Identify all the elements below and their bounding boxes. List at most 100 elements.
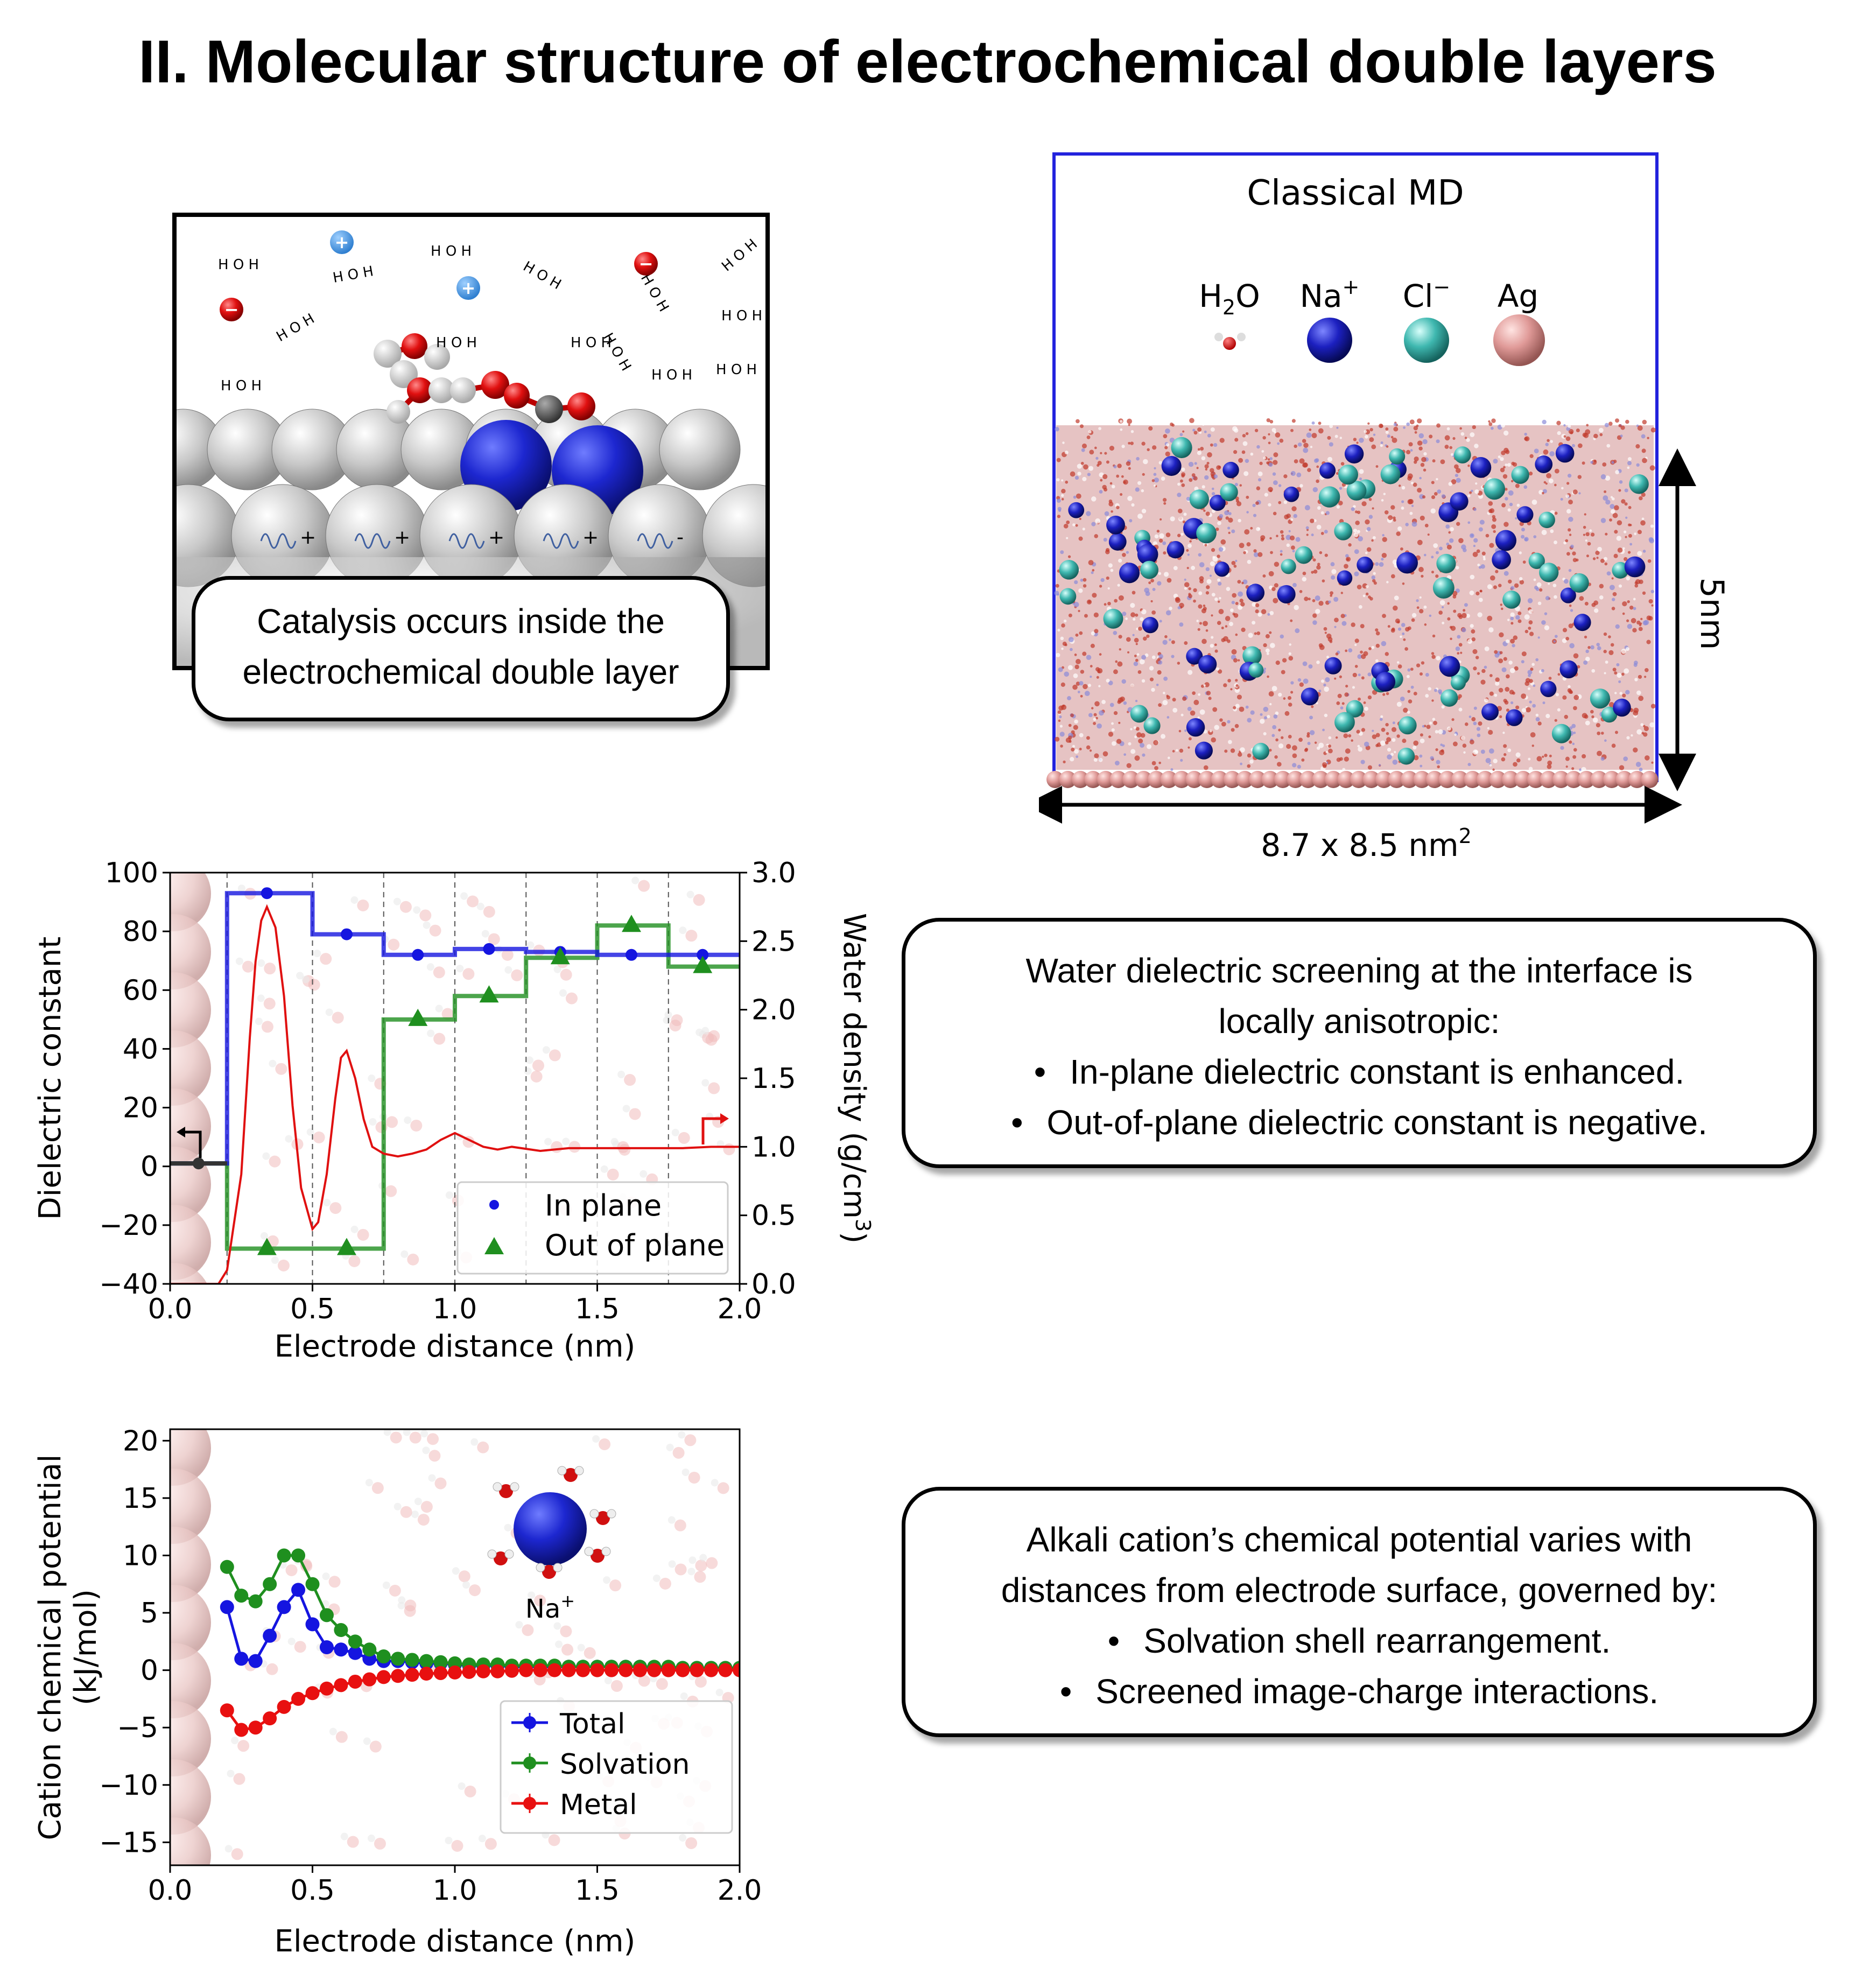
metal-point xyxy=(391,1669,405,1683)
water-atom xyxy=(1147,448,1150,452)
in-plane-point xyxy=(412,949,424,961)
water-atom xyxy=(1161,734,1166,739)
water-atom xyxy=(1621,499,1626,504)
water-atom xyxy=(1446,544,1452,550)
water-atom xyxy=(1156,683,1159,686)
water-atom xyxy=(1073,602,1079,608)
water-atom xyxy=(1533,684,1536,687)
x-tick-label: 1.5 xyxy=(575,1874,620,1907)
water-atom xyxy=(1503,744,1507,748)
water-atom xyxy=(1159,533,1164,539)
water-atom xyxy=(1247,718,1252,723)
water-atom xyxy=(1115,660,1118,663)
ion-sign: + xyxy=(461,278,476,298)
water-atom xyxy=(1554,595,1557,599)
bg-water-atom xyxy=(433,1032,446,1045)
cl-ion xyxy=(1389,448,1406,465)
water-atom xyxy=(1217,578,1221,582)
water-atom xyxy=(1302,661,1308,666)
water-atom xyxy=(1063,760,1066,764)
water-atom xyxy=(1634,678,1638,682)
water-atom xyxy=(1303,442,1309,448)
water-atom xyxy=(1436,423,1441,428)
water-atom xyxy=(1135,613,1139,617)
water-atom xyxy=(1150,600,1153,602)
water-atom xyxy=(1328,736,1332,740)
water-atom xyxy=(1282,658,1287,663)
water-atom xyxy=(1318,601,1324,606)
na-ion xyxy=(1277,585,1296,604)
bg-water-atom xyxy=(629,1108,641,1120)
ag-electrode xyxy=(1046,771,1659,788)
x-tick-label: 2.0 xyxy=(718,1293,762,1325)
cl-ion xyxy=(1454,446,1471,463)
bg-water-atom xyxy=(565,992,578,1004)
water-atom xyxy=(1227,526,1231,530)
water-atom xyxy=(1084,614,1088,618)
cation-icon xyxy=(330,230,354,254)
water-atom xyxy=(1533,535,1537,538)
water-atom xyxy=(1238,659,1240,662)
water-atom xyxy=(1091,522,1096,526)
water-atom xyxy=(1102,474,1108,480)
water-atom xyxy=(1477,564,1480,567)
water-atom xyxy=(1306,432,1312,438)
na-ion xyxy=(1108,533,1127,551)
bg-water-atom xyxy=(456,965,464,973)
bg-water-atom xyxy=(549,1049,561,1062)
water-atom xyxy=(1405,523,1409,526)
na-ion xyxy=(1301,687,1319,706)
water-atom xyxy=(1463,609,1466,612)
water-atom xyxy=(1501,667,1507,672)
water-atom xyxy=(1437,765,1440,769)
bg-water-atom xyxy=(678,1431,686,1439)
water-atom xyxy=(1292,763,1297,768)
dielectric-chart-svg: 0.0 0.5 1.0 1.5 2.0100806040200−20−403.02.52… xyxy=(33,857,875,1364)
water-atom xyxy=(1633,747,1638,753)
water-atom xyxy=(1617,672,1622,678)
water-atom xyxy=(1090,676,1092,678)
out-of-plane-point xyxy=(621,915,641,932)
water-atom xyxy=(1108,499,1113,503)
water-atom xyxy=(1409,419,1415,425)
bg-water-atom xyxy=(515,1621,523,1629)
bg-water-atom xyxy=(365,1479,373,1487)
water-atom xyxy=(1335,652,1339,656)
bg-water-atom xyxy=(308,979,320,991)
water-atom xyxy=(1072,684,1078,690)
water-atom xyxy=(1270,643,1275,648)
water-atom xyxy=(1416,663,1421,668)
cl-ion xyxy=(1346,481,1367,501)
water-atom xyxy=(1072,744,1076,748)
water-atom xyxy=(1292,582,1297,587)
water-atom xyxy=(1572,558,1577,563)
water-atom xyxy=(1312,620,1317,625)
cl-ion xyxy=(1397,747,1415,765)
water-atom xyxy=(1484,698,1488,703)
water-atom xyxy=(1126,461,1131,466)
water-atom xyxy=(1545,714,1550,719)
water-atom xyxy=(1318,428,1324,434)
water-atom xyxy=(1316,746,1320,750)
water-atom xyxy=(1400,635,1402,638)
water-atom xyxy=(1523,485,1528,489)
ag-atom xyxy=(1401,771,1418,788)
water-atom xyxy=(1227,639,1231,643)
water-atom xyxy=(1494,652,1500,658)
vibration-wave-icon xyxy=(448,533,485,549)
na-ion xyxy=(1246,584,1265,602)
bg-water-atom xyxy=(562,1137,570,1146)
water-atom xyxy=(1450,527,1454,531)
water-atom xyxy=(1203,621,1208,627)
water-atom xyxy=(1078,536,1083,541)
water-atom xyxy=(1596,643,1600,647)
water-atom xyxy=(1135,487,1140,492)
water-atom xyxy=(1440,459,1445,465)
bg-water-atom xyxy=(383,1429,391,1436)
water-atom xyxy=(1231,601,1235,605)
water-atom xyxy=(1465,722,1468,726)
water-atom xyxy=(1255,609,1259,614)
water-atom xyxy=(1224,510,1229,516)
bg-water-atom xyxy=(542,1046,550,1054)
water-atom xyxy=(1640,520,1646,526)
